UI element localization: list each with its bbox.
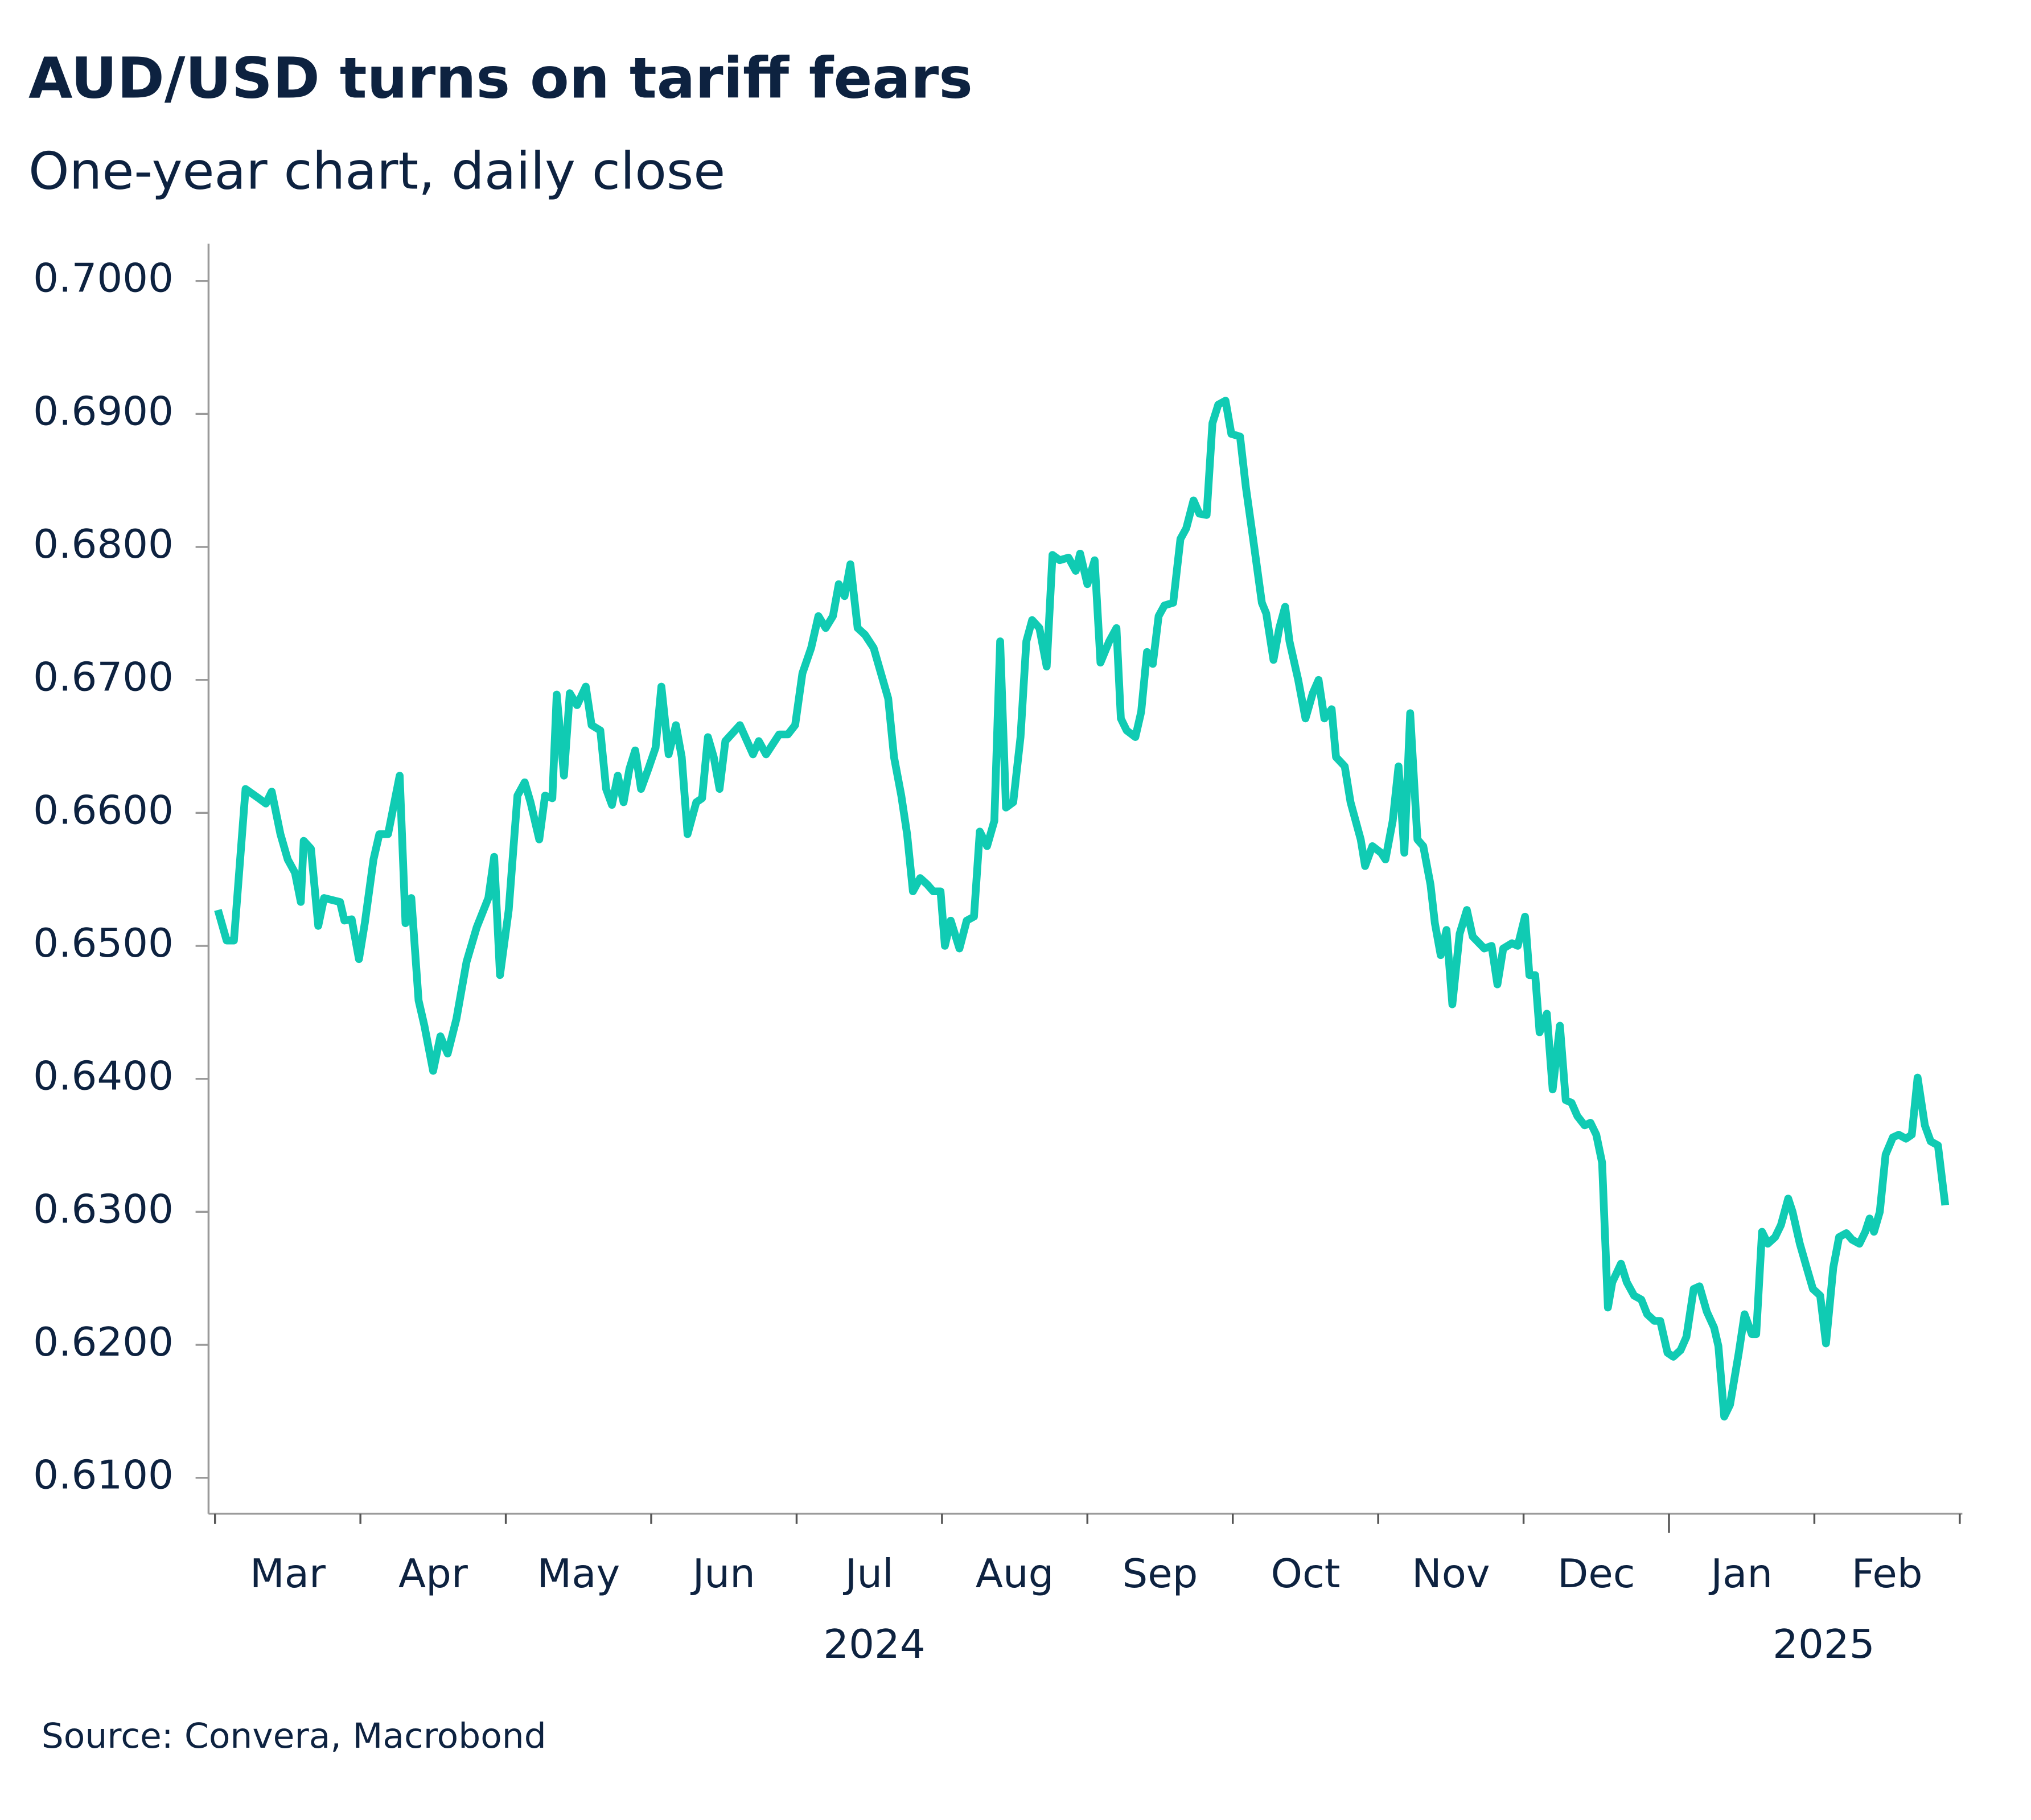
chart-subtitle: One-year chart, daily close bbox=[28, 142, 725, 201]
y-tick-label: 0.6500 bbox=[33, 920, 174, 966]
x-tick-label: Aug bbox=[976, 1550, 1054, 1597]
year-label: 2024 bbox=[823, 1621, 925, 1667]
x-tick-label: Nov bbox=[1412, 1550, 1490, 1597]
x-tick-label: Feb bbox=[1852, 1550, 1923, 1597]
x-tick-label: Jan bbox=[1708, 1550, 1773, 1597]
source-note: Source: Convera, Macrobond bbox=[42, 1716, 546, 1756]
x-tick-label: Apr bbox=[398, 1550, 468, 1597]
x-tick-label: Jul bbox=[843, 1550, 894, 1597]
x-tick-label: Oct bbox=[1271, 1550, 1340, 1597]
x-tick-label: Mar bbox=[250, 1550, 326, 1597]
x-tick-label: May bbox=[537, 1550, 620, 1597]
y-tick-label: 0.6400 bbox=[33, 1053, 174, 1100]
y-tick-label: 0.6300 bbox=[33, 1186, 174, 1233]
x-tick-label: Jun bbox=[690, 1550, 755, 1597]
y-tick-label: 0.6100 bbox=[33, 1452, 174, 1498]
x-tick-label: Sep bbox=[1123, 1550, 1198, 1597]
x-tick-label: Dec bbox=[1557, 1550, 1635, 1597]
y-tick-label: 0.6600 bbox=[33, 787, 174, 834]
y-tick-label: 0.7000 bbox=[33, 255, 174, 302]
y-tick-label: 0.6200 bbox=[33, 1319, 174, 1365]
year-label: 2025 bbox=[1773, 1621, 1874, 1667]
y-tick-label: 0.6800 bbox=[33, 521, 174, 567]
chart-title: AUD/USD turns on tariff fears bbox=[28, 46, 973, 111]
price-line bbox=[214, 397, 1950, 1420]
y-tick-label: 0.6900 bbox=[33, 388, 174, 435]
y-tick-label: 0.6700 bbox=[33, 654, 174, 701]
